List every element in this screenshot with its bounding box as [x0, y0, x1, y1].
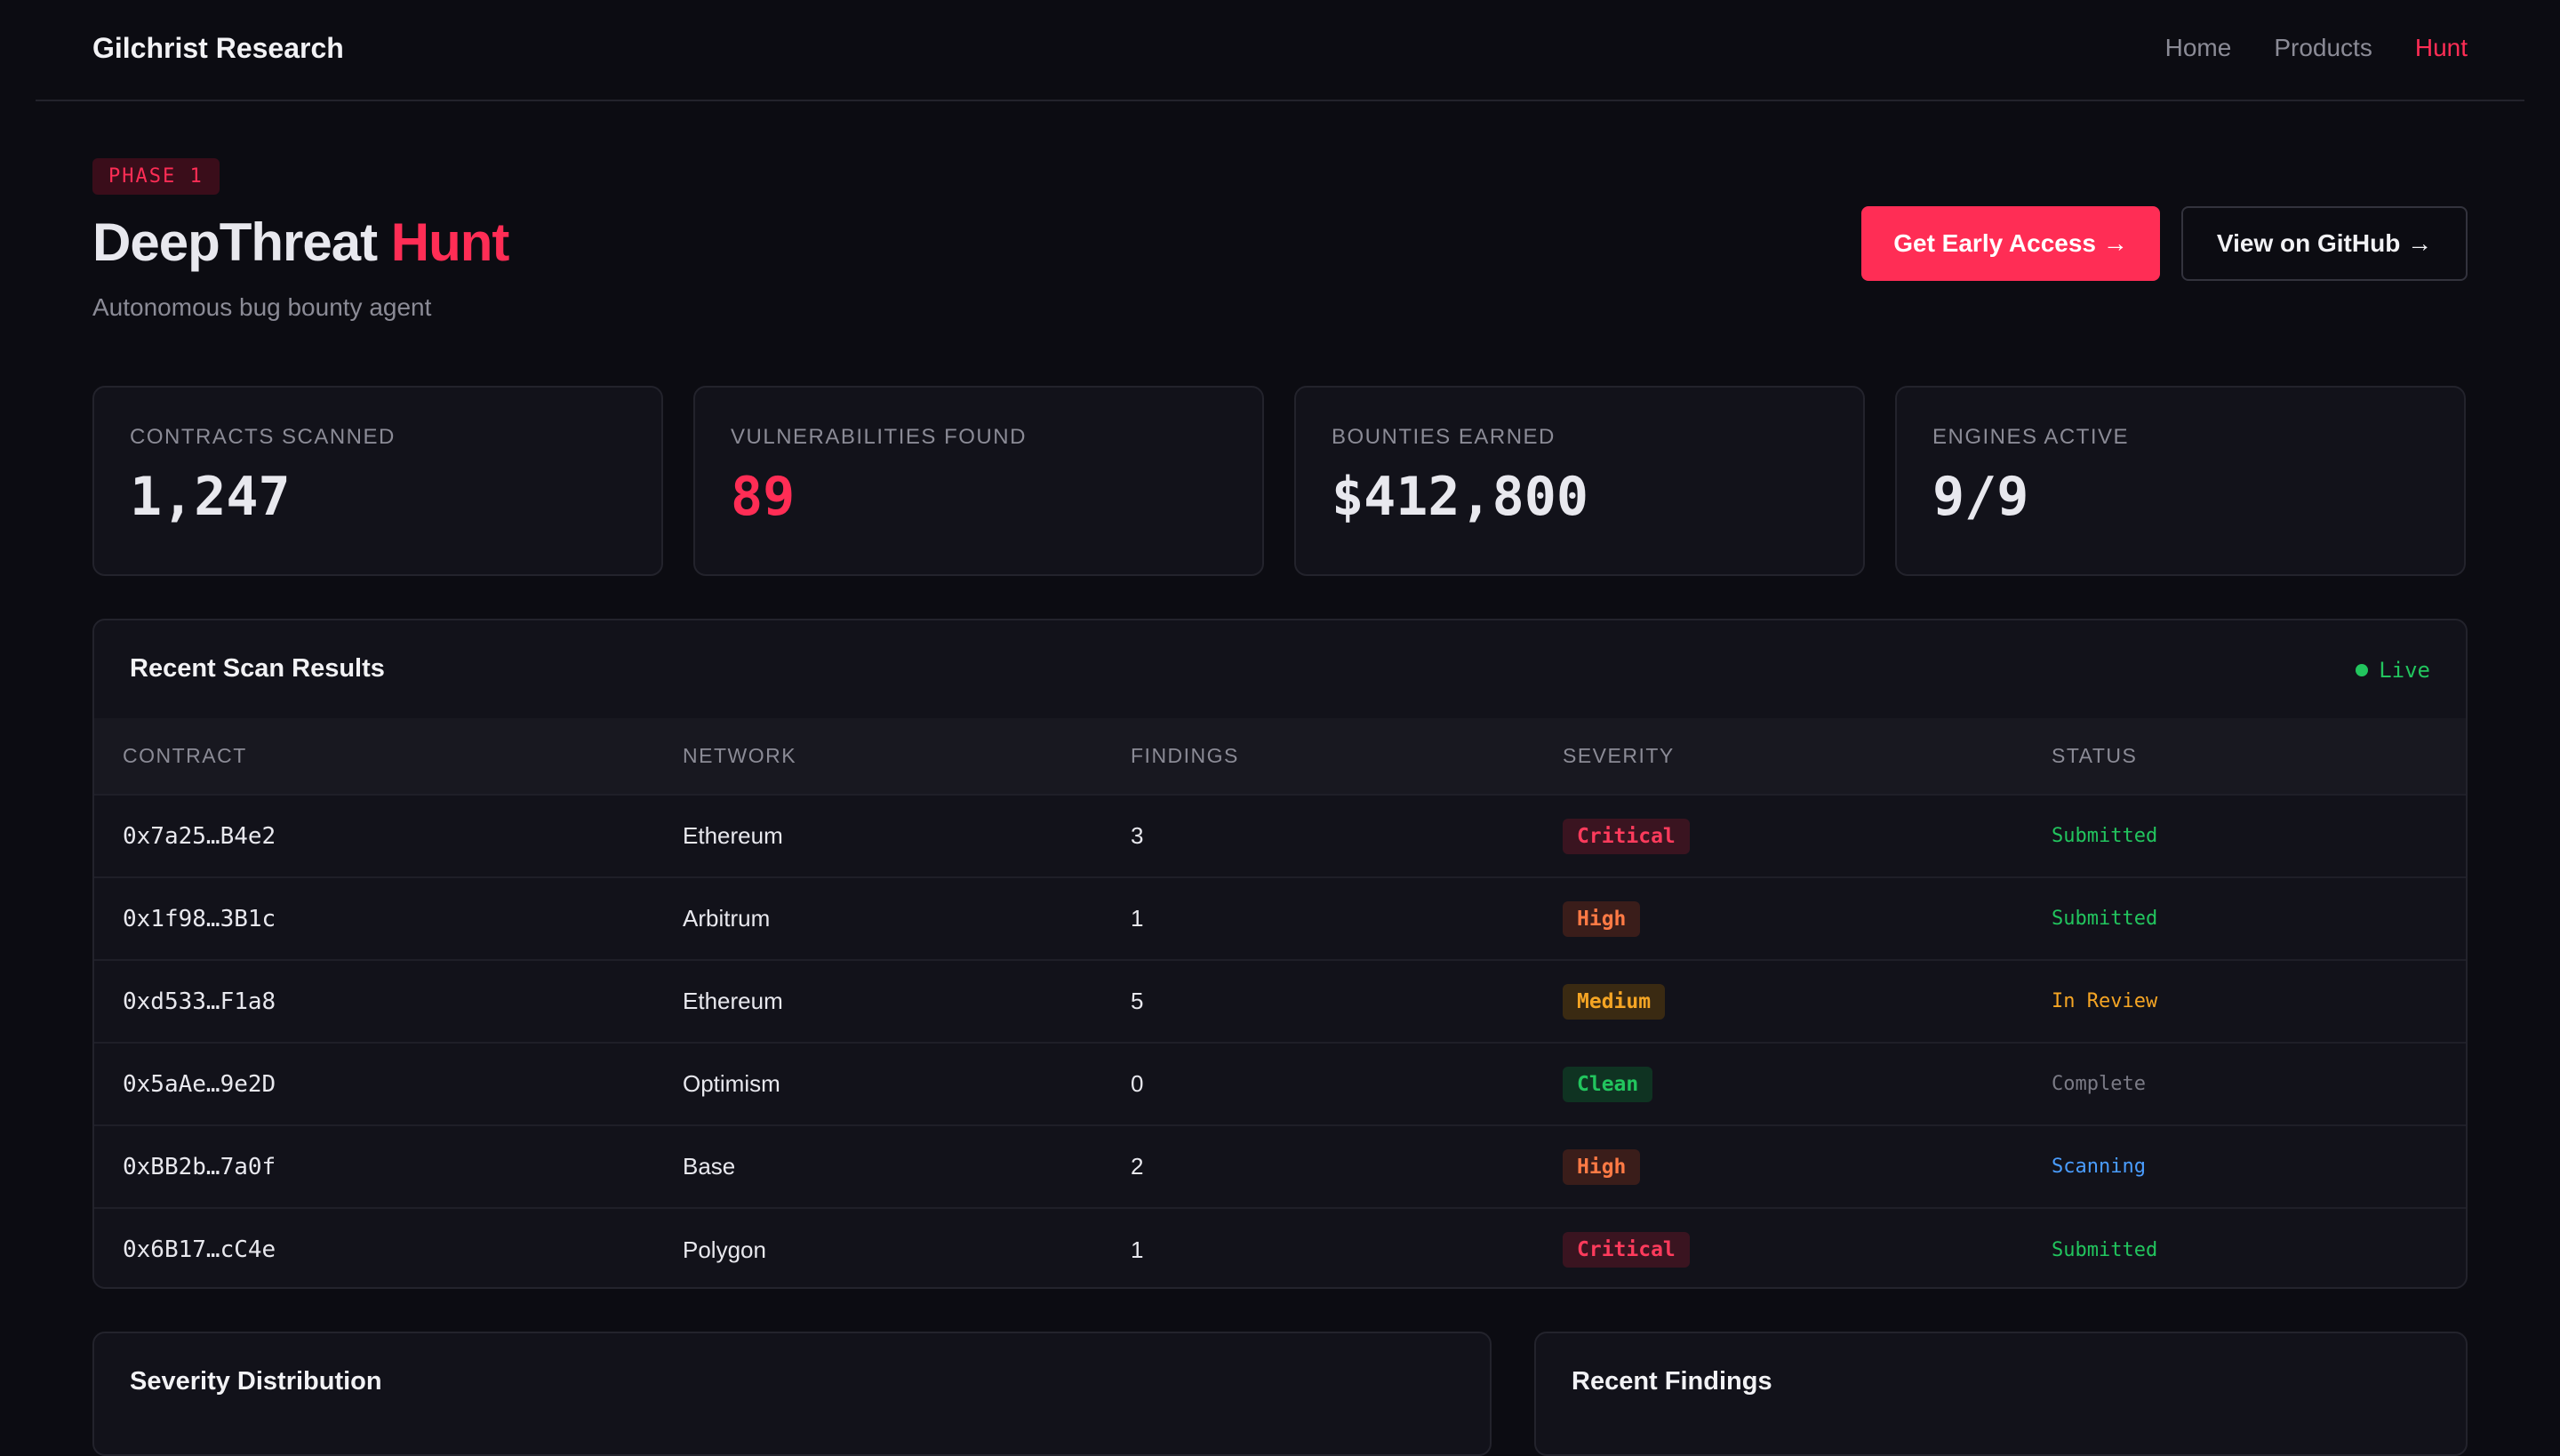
table-header-row: CONTRACT NETWORK FINDINGS SEVERITY STATU…: [94, 718, 2466, 795]
nav-link-hunt[interactable]: Hunt: [2414, 34, 2468, 61]
cell-contract: 0x5aAe…9e2D: [123, 1070, 276, 1098]
table-row[interactable]: 0x5aAe…9e2D Optimism 0 Clean Complete: [94, 1043, 2466, 1125]
stat-label: VULNERABILITIES FOUND: [731, 425, 1027, 449]
recent-findings-panel: Recent Findings: [1534, 1332, 2468, 1456]
table-row[interactable]: 0x1f98…3B1c Arbitrum 1 High Submitted: [94, 877, 2466, 960]
cell-severity: High: [1534, 1125, 2023, 1208]
nav-links: Home Products Hunt: [2165, 34, 2468, 62]
panel-header: Recent Scan Results Live: [94, 620, 2466, 718]
stat-value: 9/9: [1932, 466, 2029, 528]
cell-status: Submitted: [2052, 908, 2158, 930]
severity-distribution-panel: Severity Distribution: [92, 1332, 1492, 1456]
page-title-main: DeepThreat: [92, 212, 391, 272]
cell-network: Arbitrum: [683, 905, 771, 932]
stat-card-contracts-scanned: CONTRACTS SCANNED 1,247: [92, 386, 663, 576]
nav-link-products[interactable]: Products: [2274, 34, 2372, 61]
live-label: Live: [2379, 658, 2430, 683]
stat-label: CONTRACTS SCANNED: [130, 425, 396, 449]
stat-label: ENGINES ACTIVE: [1932, 425, 2130, 449]
get-early-access-button[interactable]: Get Early Access →: [1861, 206, 2160, 281]
cell-severity: High: [1534, 877, 2023, 960]
cell-findings: 3: [1131, 822, 1144, 849]
cell-contract: 0x1f98…3B1c: [123, 905, 276, 932]
live-indicator: Live: [2356, 658, 2430, 683]
severity-badge: Critical: [1563, 818, 1690, 854]
top-nav: Gilchrist Research Home Products Hunt: [36, 0, 2524, 101]
cell-status: Scanning: [2052, 1156, 2146, 1178]
table-row[interactable]: 0xBB2b…7a0f Base 2 High Scanning: [94, 1125, 2466, 1208]
severity-badge: High: [1563, 900, 1641, 937]
cell-status: In Review: [2052, 990, 2158, 1012]
cell-findings: 0: [1131, 1070, 1144, 1097]
cell-network: Base: [683, 1153, 736, 1180]
cell-contract: 0x6B17…cC4e: [123, 1236, 276, 1263]
table-row[interactable]: 0xd533…F1a8 Ethereum 5 Medium In Review: [94, 960, 2466, 1043]
cell-findings: 2: [1131, 1153, 1144, 1180]
severity-badge: Critical: [1563, 1232, 1690, 1268]
cell-network: Optimism: [683, 1070, 780, 1097]
stats-row: CONTRACTS SCANNED 1,247 VULNERABILITIES …: [92, 386, 2466, 576]
cell-network: Ethereum: [683, 988, 783, 1014]
cell-severity: Clean: [1534, 1043, 2023, 1125]
cell-network: Polygon: [683, 1236, 766, 1263]
nav-link-home[interactable]: Home: [2164, 34, 2232, 61]
cell-contract: 0x7a25…B4e2: [123, 822, 276, 850]
severity-badge: Clean: [1563, 1066, 1653, 1102]
stat-value: 1,247: [130, 466, 291, 528]
panel-title: Recent Scan Results: [130, 654, 385, 683]
column-header-severity: SEVERITY: [1563, 744, 1675, 767]
table-row[interactable]: 0x6B17…cC4e Polygon 1 Critical Submitted: [94, 1208, 2466, 1287]
page-subtitle: Autonomous bug bounty agent: [92, 293, 432, 321]
phase-badge: PHASE 1: [92, 158, 220, 195]
scan-results-panel: Recent Scan Results Live CONTRACT NETWOR…: [92, 619, 2468, 1289]
stat-label: BOUNTIES EARNED: [1332, 425, 1556, 449]
page-title-accent: Hunt: [390, 212, 510, 272]
panel-title: Severity Distribution: [130, 1367, 382, 1396]
cell-findings: 1: [1131, 1236, 1144, 1263]
cell-findings: 5: [1131, 988, 1144, 1014]
view-on-github-button[interactable]: View on GitHub →: [2181, 206, 2468, 281]
stat-card-engines-active: ENGINES ACTIVE 9/9: [1895, 386, 2466, 576]
brand-logo-text[interactable]: Gilchrist Research: [92, 32, 344, 64]
stat-card-bounties-earned: BOUNTIES EARNED $412,800: [1294, 386, 1865, 576]
cell-contract: 0xBB2b…7a0f: [123, 1153, 276, 1180]
cell-severity: Critical: [1534, 1208, 2023, 1287]
page-title: DeepThreat Hunt: [92, 212, 510, 273]
column-header-network: NETWORK: [683, 744, 797, 767]
cell-status: Complete: [2052, 1073, 2146, 1095]
panel-title: Recent Findings: [1572, 1367, 1772, 1396]
column-header-status: STATUS: [2052, 744, 2138, 767]
cell-network: Ethereum: [683, 822, 783, 849]
cell-severity: Medium: [1534, 960, 2023, 1043]
stat-value: 89: [731, 466, 796, 528]
cell-contract: 0xd533…F1a8: [123, 988, 276, 1015]
stat-value: $412,800: [1332, 466, 1588, 528]
severity-badge: High: [1563, 1148, 1641, 1185]
cell-severity: Critical: [1534, 795, 2023, 877]
live-dot-icon: [2356, 664, 2369, 676]
scan-results-table: CONTRACT NETWORK FINDINGS SEVERITY STATU…: [94, 718, 2466, 1287]
severity-badge: Medium: [1563, 983, 1666, 1020]
cell-status: Submitted: [2052, 825, 2158, 847]
table-row[interactable]: 0x7a25…B4e2 Ethereum 3 Critical Submitte…: [94, 795, 2466, 877]
stat-card-vulnerabilities-found: VULNERABILITIES FOUND 89: [693, 386, 1264, 576]
cell-status: Submitted: [2052, 1238, 2158, 1261]
column-header-contract: CONTRACT: [123, 744, 247, 767]
column-header-findings: FINDINGS: [1131, 744, 1239, 767]
cell-findings: 1: [1131, 905, 1144, 932]
